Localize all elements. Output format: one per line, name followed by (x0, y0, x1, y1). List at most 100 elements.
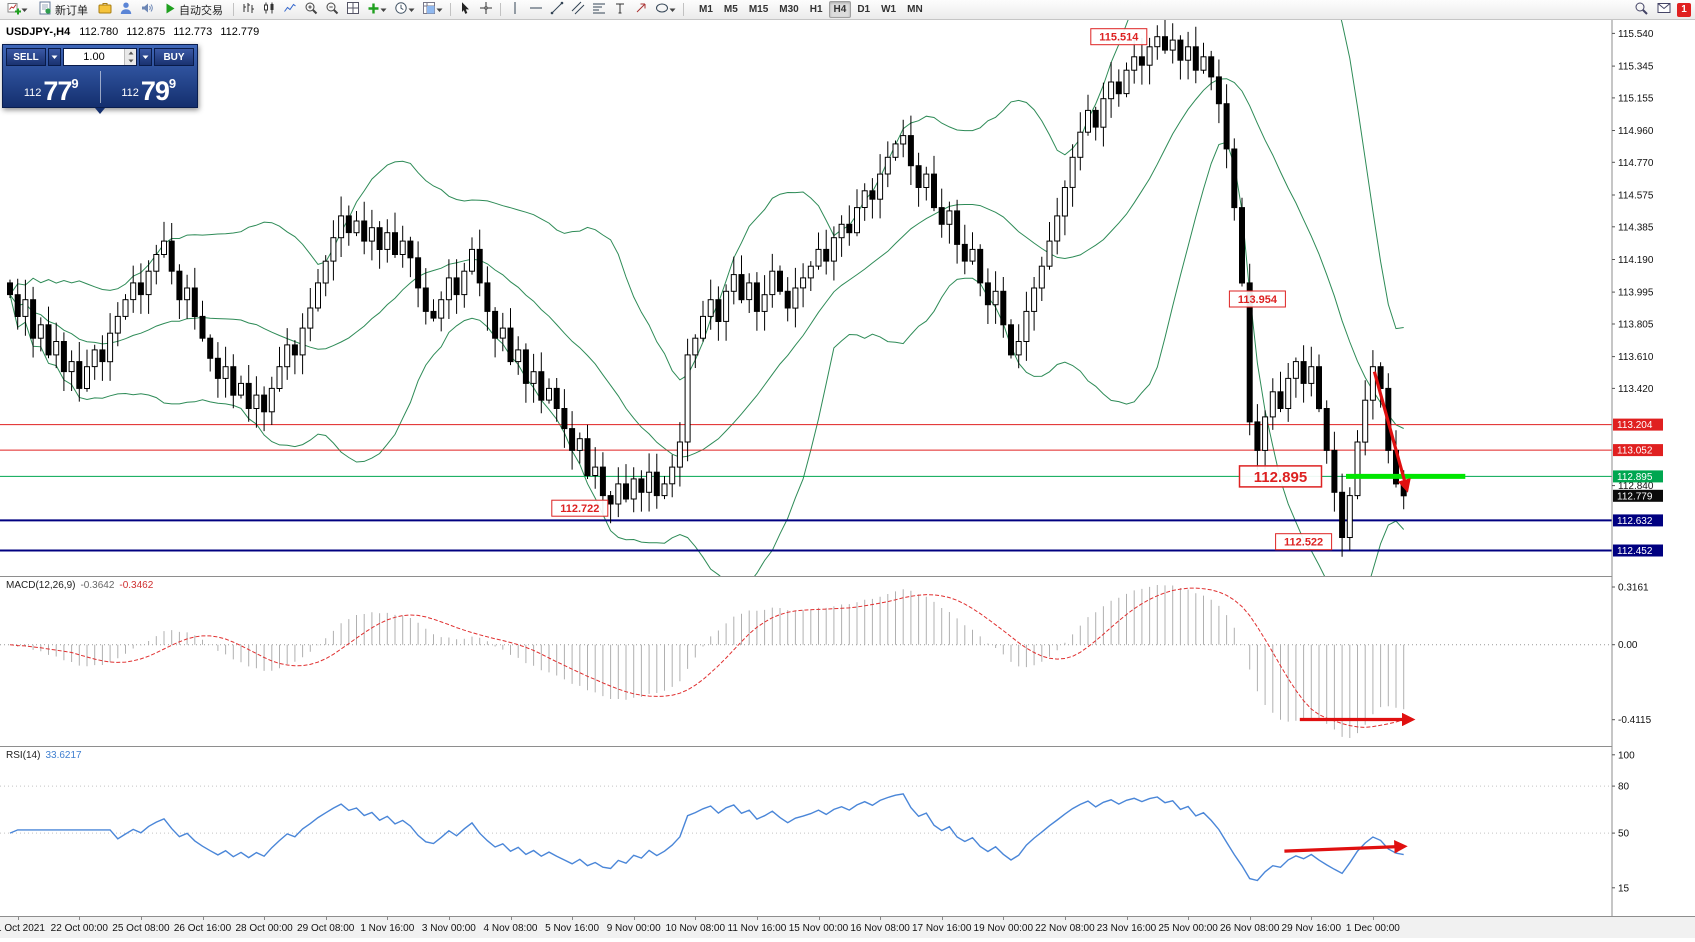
time-axis-tick (695, 917, 697, 920)
svg-text:114.770: 114.770 (1618, 158, 1654, 169)
price-annotation[interactable]: 112.895 (1238, 465, 1323, 488)
time-axis-label: 15 Nov 00:00 (788, 923, 849, 934)
buy-price-button[interactable]: 112 79 9 (101, 69, 198, 105)
sell-button[interactable]: SELL (6, 48, 46, 66)
channel-button[interactable] (568, 1, 588, 19)
text-tool-button[interactable] (610, 1, 630, 19)
time-axis-tick (1372, 917, 1374, 920)
time-axis-tick (17, 917, 19, 920)
vertical-line-button[interactable] (505, 1, 525, 19)
profile-icon (119, 1, 133, 18)
new-chart-button[interactable] (4, 1, 31, 19)
time-axis-label: 23 Nov 16:00 (1096, 923, 1157, 934)
zoom-in-icon (304, 1, 318, 18)
auto-trading-button[interactable]: 自动交易 (158, 1, 229, 19)
panel-collapse-handle[interactable] (95, 108, 105, 114)
toolbar-separator (450, 3, 451, 16)
svg-text:113.204: 113.204 (1617, 420, 1653, 431)
svg-text:112.840: 112.840 (1618, 481, 1654, 492)
crosshair-button[interactable] (476, 1, 496, 19)
time-axis-label: 29 Nov 16:00 (1281, 923, 1342, 934)
price-divider (99, 71, 101, 103)
sell-options-button[interactable] (48, 48, 61, 66)
time-axis-label: 26 Oct 16:00 (173, 923, 232, 934)
timeframe-m15[interactable]: M15 (748, 4, 769, 15)
shapes-button[interactable] (652, 1, 679, 19)
templates-icon (422, 1, 436, 18)
zoom-in-button[interactable] (301, 1, 321, 19)
time-axis-tick (1311, 917, 1313, 920)
svg-text:114.575: 114.575 (1618, 191, 1654, 202)
caret-down-icon (21, 4, 28, 16)
sell-price-button[interactable]: 112 77 9 (3, 69, 100, 105)
svg-text:15: 15 (1618, 883, 1630, 894)
market-button[interactable] (95, 1, 115, 19)
notification-badge[interactable]: 1 (1677, 2, 1691, 17)
timeframe-h1[interactable]: H1 (809, 4, 823, 15)
price-axis[interactable]: 115.540 115.345 115.155 114.960 114.770 114.5… (1611, 20, 1695, 916)
timeframe-mn[interactable]: MN (907, 4, 923, 15)
volume-down-button[interactable] (125, 57, 136, 65)
timeframe-d1[interactable]: D1 (857, 4, 871, 15)
arrow-tool-button[interactable] (631, 1, 651, 19)
time-axis-label: 17 Nov 16:00 (911, 923, 972, 934)
timeframe-m30[interactable]: M30 (779, 4, 799, 15)
tile-windows-button[interactable] (343, 1, 363, 19)
line-chart-icon (283, 1, 297, 18)
indicators-button[interactable] (364, 1, 390, 19)
horizontal-level-lines[interactable] (0, 424, 1612, 552)
crosshair-icon (479, 1, 493, 18)
cursor-button[interactable] (455, 1, 475, 19)
search-icon (1634, 1, 1648, 18)
mail-button[interactable] (1654, 1, 1674, 19)
buy-button[interactable]: BUY (154, 48, 194, 66)
line-chart-button[interactable] (280, 1, 300, 19)
bar-chart-button[interactable] (238, 1, 258, 19)
price-annotation[interactable]: 112.722 (551, 499, 609, 517)
timeframe-m5[interactable]: M5 (723, 4, 738, 15)
time-axis-label: 4 Nov 08:00 (483, 923, 538, 934)
timeframe-m1[interactable]: M1 (699, 4, 713, 15)
svg-text:112.779: 112.779 (1617, 491, 1653, 502)
panel-separators[interactable] (0, 576, 1695, 747)
trend-arrows[interactable] (1284, 371, 1416, 854)
profile-button[interactable] (116, 1, 136, 19)
templates-button[interactable] (419, 1, 446, 19)
price-annotation[interactable]: 112.522 (1275, 533, 1333, 551)
close-value: 112.779 (220, 26, 260, 38)
periods-button[interactable] (391, 1, 418, 19)
new-order-label: 新订单 (55, 4, 88, 17)
market-icon (98, 1, 112, 18)
svg-text:112.895: 112.895 (1254, 469, 1307, 486)
search-button[interactable] (1631, 1, 1651, 19)
macd-name: MACD(12,26,9) (6, 580, 76, 591)
timeframe-w1[interactable]: W1 (881, 4, 897, 15)
time-axis-tick (202, 917, 204, 920)
alerts-button[interactable] (137, 1, 157, 19)
fibonacci-button[interactable] (589, 1, 609, 19)
volume-up-button[interactable] (125, 49, 136, 57)
svg-text:100: 100 (1618, 750, 1635, 761)
time-axis-tick (756, 917, 758, 920)
zoom-out-button[interactable] (322, 1, 342, 19)
svg-text:113.610: 113.610 (1618, 352, 1654, 363)
horizontal-line-button[interactable] (526, 1, 546, 19)
trendline-button[interactable] (547, 1, 567, 19)
timeframe-h4[interactable]: H4 (828, 1, 852, 18)
svg-text:113.052: 113.052 (1617, 446, 1653, 457)
time-axis-label: 25 Oct 08:00 (112, 923, 170, 934)
caret-down-icon (408, 4, 415, 16)
svg-text:113.805: 113.805 (1618, 320, 1654, 331)
buy-options-button[interactable] (139, 48, 152, 66)
svg-text:-0.4115: -0.4115 (1618, 715, 1652, 726)
one-click-trading-panel: SELL BUY 112 77 9 112 79 9 (2, 44, 198, 114)
volume-input[interactable] (64, 49, 124, 65)
caret-down-icon (669, 4, 676, 16)
candle-chart-button[interactable] (259, 1, 279, 19)
price-annotation[interactable]: 115.514 (1090, 28, 1148, 46)
price-annotation[interactable]: 113.954 (1228, 290, 1286, 308)
new-order-button[interactable]: 新订单 (32, 1, 94, 19)
toolbar-separator (500, 3, 501, 16)
